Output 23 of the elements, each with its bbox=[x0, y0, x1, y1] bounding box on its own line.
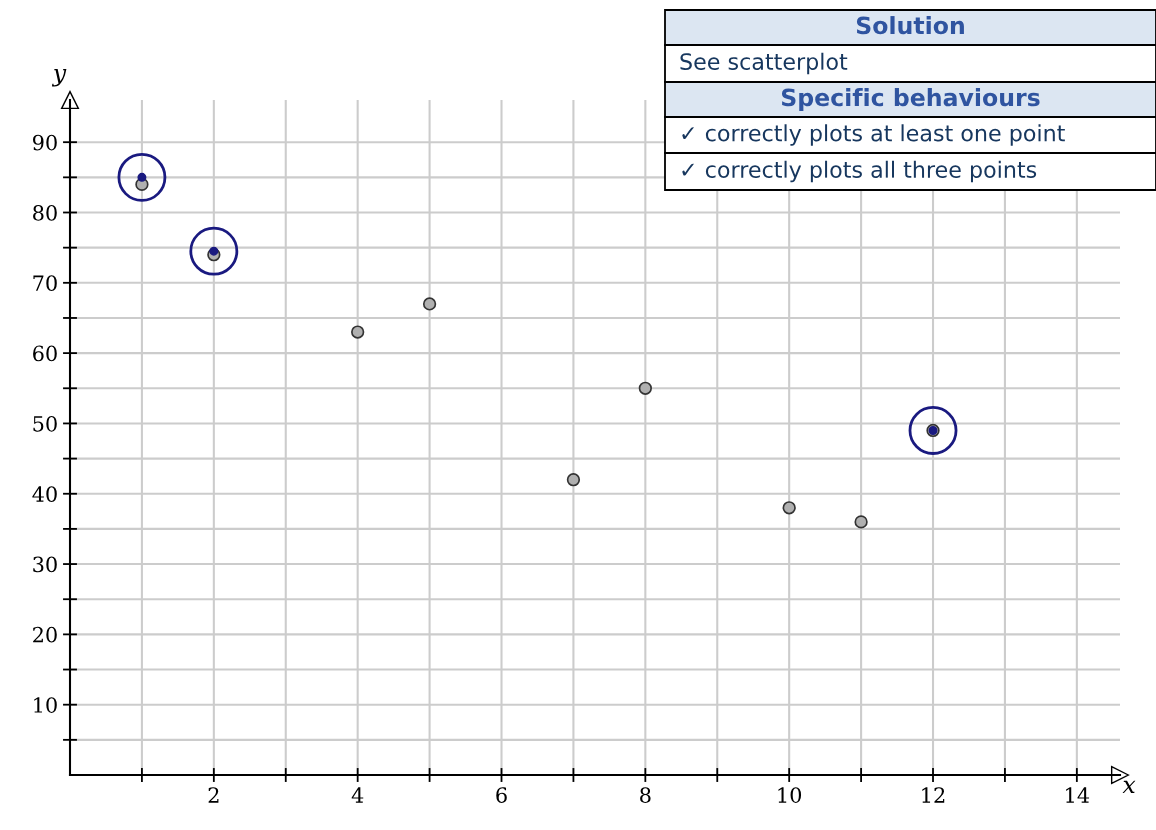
text: See scatterplot bbox=[680, 52, 848, 75]
annotation: ✓ correctly plots all three points bbox=[682, 160, 1037, 183]
x-tick-label: 14 bbox=[1066, 787, 1090, 803]
x-axis-title: x bbox=[1122, 780, 1136, 793]
y-tick-label: 80 bbox=[33, 204, 57, 221]
y-tick-label: 70 bbox=[33, 275, 57, 292]
x-tick-label: 6 bbox=[496, 787, 507, 803]
y-axis-title: y bbox=[51, 69, 67, 87]
text: Solution bbox=[856, 16, 964, 35]
annotation: ✓ correctly plots at least one point bbox=[682, 124, 1065, 146]
x-tick-label: 10 bbox=[778, 787, 802, 803]
y-tick-label: 90 bbox=[33, 134, 57, 151]
y-tick-label: 50 bbox=[33, 415, 57, 432]
y-tick-label: 60 bbox=[33, 345, 57, 362]
y-tick-label: 20 bbox=[33, 626, 57, 643]
y-tick-label: 30 bbox=[33, 556, 57, 573]
annotation: Specific behaviours bbox=[781, 88, 1040, 111]
y-tick-label: 10 bbox=[34, 697, 57, 713]
x-tick-label: 4 bbox=[351, 787, 364, 803]
x-tick-label: 12 bbox=[922, 787, 945, 803]
x-tick-label: 8 bbox=[640, 787, 651, 803]
y-tick-label: 40 bbox=[32, 486, 57, 502]
x-tick-label: 2 bbox=[208, 787, 219, 803]
